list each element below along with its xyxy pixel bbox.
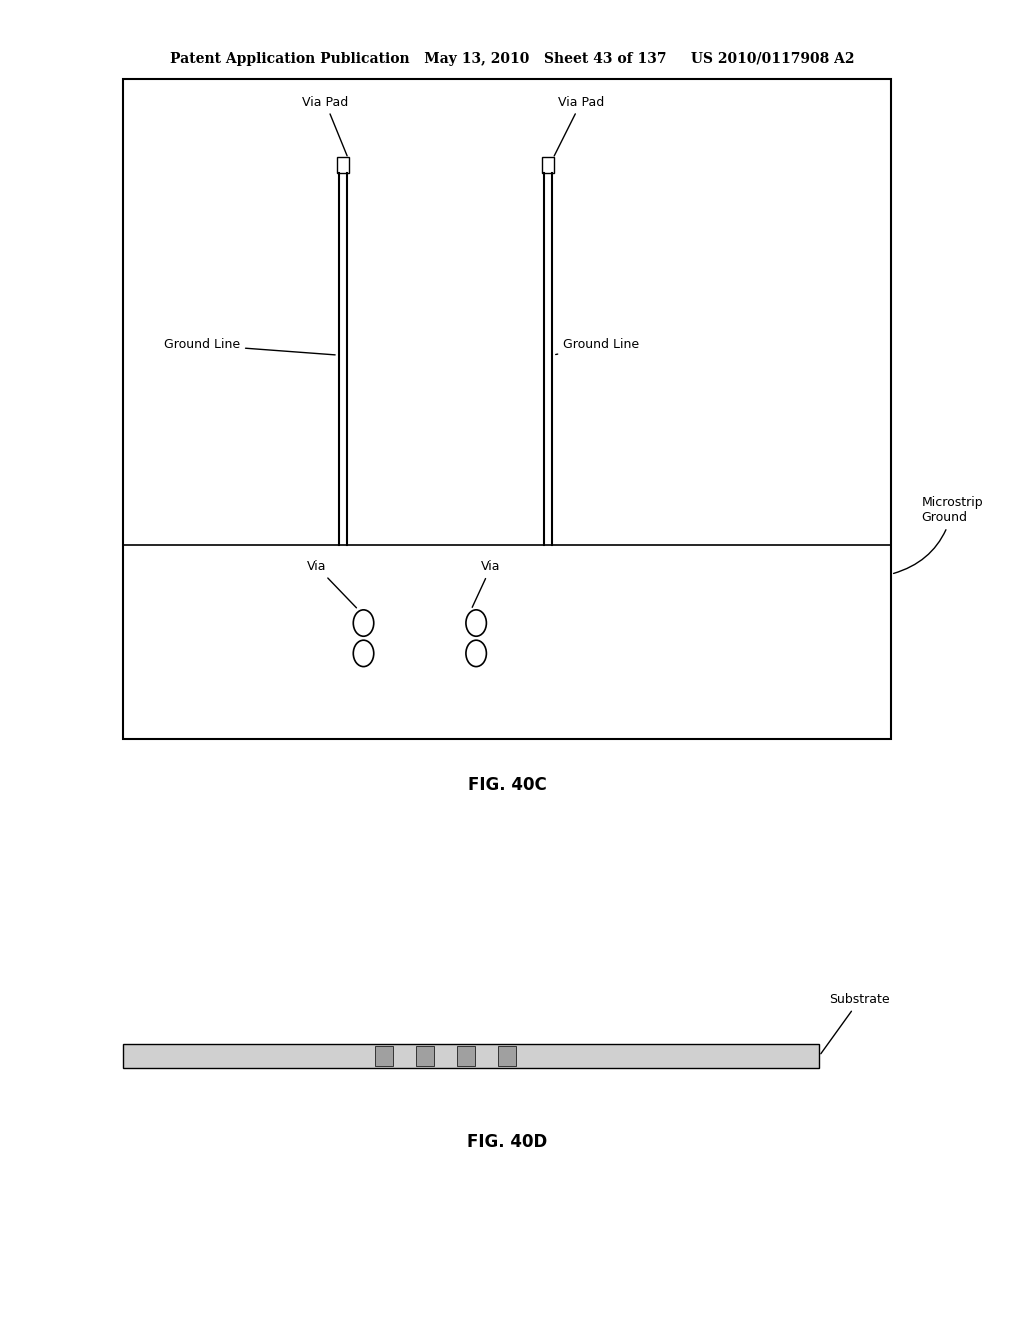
Text: Patent Application Publication   May 13, 2010   Sheet 43 of 137     US 2010/0117: Patent Application Publication May 13, 2… [170,53,854,66]
Bar [457,1047,475,1065]
Text: Via Pad: Via Pad [302,95,348,156]
Circle shape [353,640,374,667]
Circle shape [466,640,486,667]
Text: Via: Via [472,560,501,607]
Text: FIG. 40C: FIG. 40C [468,776,546,795]
Bar [123,79,891,739]
Text: Via: Via [307,560,356,607]
Text: Via Pad: Via Pad [554,95,604,156]
Circle shape [353,610,374,636]
Bar [375,1047,393,1065]
Text: FIG. 40D: FIG. 40D [467,1133,547,1151]
Bar [542,157,554,173]
Text: Ground Line: Ground Line [556,338,639,355]
Bar [416,1047,434,1065]
Text: Substrate: Substrate [821,993,890,1053]
Text: Microstrip
Ground: Microstrip Ground [894,496,983,573]
Circle shape [466,610,486,636]
Bar [123,1044,819,1068]
Bar [498,1047,516,1065]
Text: Ground Line: Ground Line [164,338,335,355]
Bar [337,157,349,173]
